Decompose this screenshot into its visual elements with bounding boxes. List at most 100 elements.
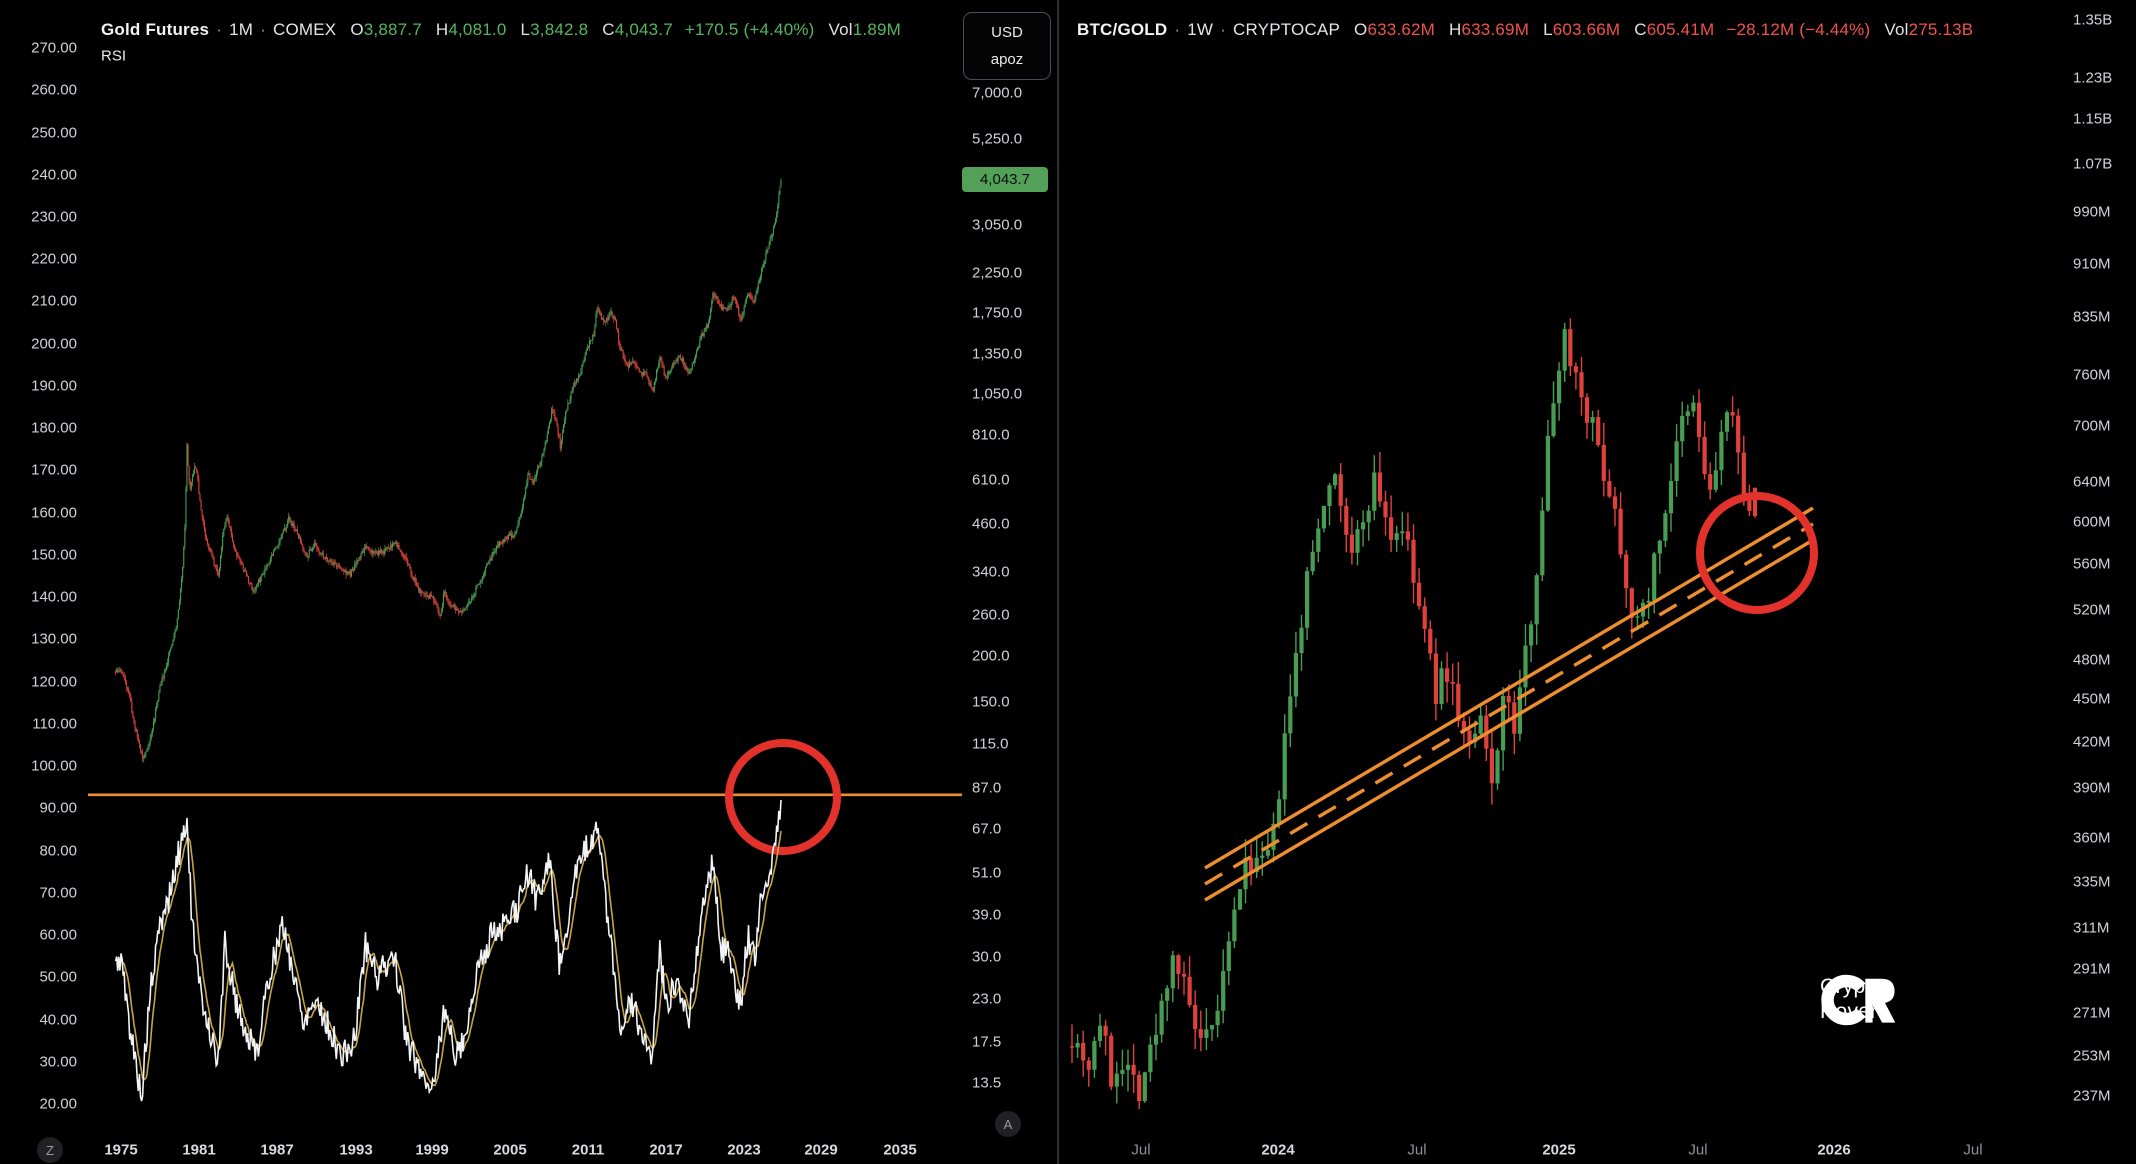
unit-usd: USD <box>991 23 1023 41</box>
btcgold-interval[interactable]: 1W <box>1187 20 1214 39</box>
btcgold-axis-tick: 237M <box>2073 1087 2111 1105</box>
gold-axis-tick: 5,250.0 <box>972 130 1023 148</box>
btcgold-volume: 275.13B <box>1908 20 1974 39</box>
btcgold-symbol[interactable]: BTC/GOLD <box>1077 20 1168 39</box>
rsi-axis-tick: 230.00 <box>31 208 77 226</box>
btcgold-axis-tick: 390M <box>2073 779 2111 797</box>
crypto-rover-logo-mark <box>1821 974 1896 1026</box>
unit-apoz: apoz <box>990 51 1024 69</box>
btcgold-time-tick: Jul <box>1131 1141 1151 1159</box>
btcgold-high: 633.69M <box>1461 20 1530 39</box>
rsi-axis-tick: 50.00 <box>39 968 77 986</box>
rsi-axis-tick: 150.00 <box>31 546 77 564</box>
gold-axis-tick: 810.0 <box>972 426 1010 444</box>
gold-axis-tick: 260.0 <box>972 606 1010 623</box>
btcgold-axis-tick: 520M <box>2073 601 2111 619</box>
gold-axis-tick: 23.0 <box>972 990 1002 1008</box>
gold-axis-tick: 115.0 <box>972 735 1009 753</box>
gold-volume: 1.89M <box>852 20 902 39</box>
btcgold-axis-tick: 335M <box>2073 873 2111 891</box>
btcgold-close: 605.41M <box>1646 20 1715 39</box>
rsi-axis-tick: 210.00 <box>31 292 77 310</box>
gold-axis-tick: 87.0 <box>972 779 1002 797</box>
gold-time-tick: 2005 <box>493 1141 527 1159</box>
btcgold-axis-tick: 291M <box>2073 960 2111 978</box>
rsi-axis-tick: 130.00 <box>31 630 77 648</box>
gold-rsi-indicator <box>114 799 782 1102</box>
btcgold-time-tick: 2025 <box>1542 1141 1576 1159</box>
gold-axis-tick: 13.5 <box>972 1074 1002 1092</box>
btcgold-time-tick: Jul <box>1963 1141 1983 1159</box>
pane-divider[interactable] <box>1057 0 1059 1164</box>
gold-last-price-label: 4,043.7 <box>962 167 1048 193</box>
btcgold-time-tick: 2024 <box>1261 1141 1295 1159</box>
rsi-axis-tick: 270.00 <box>31 39 77 57</box>
gold-axis-tick: 30.0 <box>972 948 1002 965</box>
gold-axis-tick: 200.0 <box>972 647 1010 665</box>
rsi-axis-tick: 40.00 <box>39 1011 77 1028</box>
btcgold-chart-header: BTC/GOLD · 1W · CRYPTOCAP O633.62M H633.69M L60… <box>1077 20 1974 39</box>
gold-time-tick: 2017 <box>649 1141 683 1159</box>
gold-time-tick: 2029 <box>804 1141 838 1159</box>
rsi-indicator-label[interactable]: RSI <box>101 47 127 65</box>
btcgold-axis-tick: 1.15B <box>2073 110 2113 128</box>
gold-axis-tick: 1,350.0 <box>972 345 1023 363</box>
rsi-axis-tick: 60.00 <box>39 926 77 944</box>
rsi-axis-tick: 70.00 <box>39 884 77 902</box>
gold-high: 4,081.0 <box>448 20 507 39</box>
gold-axis-tick: 1,050.0 <box>972 385 1023 402</box>
gold-axis-tick: 2,250.0 <box>972 264 1023 282</box>
btcgold-axis-tick: 271M <box>2073 1004 2111 1022</box>
gold-axis-tick: 460.0 <box>972 515 1010 533</box>
btcgold-axis-tick: 910M <box>2073 255 2111 273</box>
gold-interval[interactable]: 1M <box>229 20 254 39</box>
gold-axis-tick: 610.0 <box>972 471 1010 488</box>
gold-axis-tick: 51.0 <box>972 864 1002 881</box>
gold-axis-tick: 1,750.0 <box>972 304 1023 322</box>
btcgold-axis-tick: 835M <box>2073 308 2111 326</box>
btcgold-change: −28.12M (−4.44%) <box>1726 20 1871 39</box>
gold-low: 3,842.8 <box>530 20 589 39</box>
gold-axis-tick: 67.0 <box>972 820 1002 838</box>
rsi-axis-tick: 140.00 <box>31 588 77 606</box>
btcgold-time-tick: Jul <box>1407 1141 1427 1159</box>
rsi-axis-tick: 110.00 <box>32 715 77 733</box>
rsi-axis-tick: 240.00 <box>31 166 77 184</box>
gold-axis-tick: 7,000.0 <box>972 84 1023 102</box>
btcgold-exchange: CRYPTOCAP <box>1233 20 1341 39</box>
btcgold-open: 633.62M <box>1367 20 1436 39</box>
gold-symbol[interactable]: Gold Futures <box>101 20 210 39</box>
btcgold-axis-tick: 360M <box>2073 829 2111 846</box>
btcgold-axis-tick: 1.23B <box>2073 69 2113 87</box>
gold-chart-header: Gold Futures · 1M · COMEX O3,887.7 H4,081.0 L3,… <box>101 20 902 39</box>
gold-time-tick: 2011 <box>571 1141 605 1159</box>
rsi-axis-tick: 190.00 <box>31 377 77 395</box>
gold-open: 3,887.7 <box>363 20 422 39</box>
btcgold-annotations <box>1204 492 1818 902</box>
gold-candles-series <box>115 178 782 763</box>
gold-change: +170.5 (+4.40%) <box>684 20 815 39</box>
gold-time-tick: 1975 <box>104 1141 138 1159</box>
btcgold-axis-tick: 420M <box>2073 733 2111 751</box>
gold-time-tick: 2035 <box>883 1141 917 1159</box>
rsi-axis-tick: 170.00 <box>31 461 77 479</box>
price-scale-unit-box[interactable]: USD apoz <box>963 12 1051 80</box>
gold-annotations <box>88 739 962 855</box>
gold-time-tick: 1987 <box>260 1141 294 1159</box>
rsi-axis-tick: 30.00 <box>39 1053 77 1071</box>
rsi-axis-tick: 160.00 <box>31 504 77 522</box>
btcgold-axis-tick: 1.35B <box>2073 11 2113 29</box>
corner-badge-z[interactable]: Z <box>37 1137 63 1163</box>
btcgold-time-tick: 2026 <box>1817 1141 1851 1159</box>
gold-axis-tick: 3,050.0 <box>972 216 1023 234</box>
rsi-axis-tick: 250.00 <box>31 124 77 141</box>
btcgold-candles-series <box>1069 318 1758 1109</box>
corner-badge-a[interactable]: A <box>995 1111 1021 1137</box>
gold-axis-tick: 340.0 <box>972 563 1010 581</box>
btcgold-axis-tick: 311M <box>2073 919 2110 937</box>
rsi-axis-tick: 220.00 <box>31 250 77 268</box>
btcgold-axis-tick: 760M <box>2073 366 2111 384</box>
btcgold-axis-tick: 1.07B <box>2073 155 2113 173</box>
